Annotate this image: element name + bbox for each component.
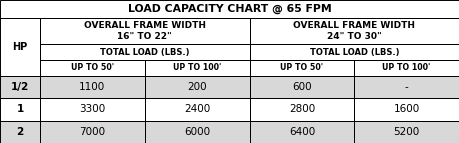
Bar <box>250 76 354 98</box>
Bar <box>250 18 459 44</box>
Bar <box>40 60 145 76</box>
Bar <box>354 76 459 98</box>
Bar <box>354 60 459 76</box>
Bar <box>250 76 354 98</box>
Text: 600: 600 <box>292 82 312 92</box>
Bar <box>250 121 354 143</box>
Text: OVERALL FRAME WIDTH
16" TO 22": OVERALL FRAME WIDTH 16" TO 22" <box>84 21 206 41</box>
Text: 2800: 2800 <box>289 105 315 115</box>
Bar <box>145 60 250 76</box>
Bar <box>0 98 40 121</box>
Bar <box>354 98 459 121</box>
Text: 1: 1 <box>17 105 23 115</box>
Text: OVERALL FRAME WIDTH
24" TO 30": OVERALL FRAME WIDTH 24" TO 30" <box>293 21 415 41</box>
Text: 2: 2 <box>17 127 23 137</box>
Bar <box>0 98 40 121</box>
Bar <box>250 98 354 121</box>
Text: -: - <box>405 82 409 92</box>
Bar <box>40 60 145 76</box>
Text: 3300: 3300 <box>79 105 106 115</box>
Text: 2400: 2400 <box>184 105 210 115</box>
Text: 1/2: 1/2 <box>11 82 29 92</box>
Bar <box>0 76 40 98</box>
Bar <box>0 18 40 76</box>
Bar <box>354 98 459 121</box>
Text: HP: HP <box>12 42 28 52</box>
Text: 200: 200 <box>187 82 207 92</box>
Text: 6400: 6400 <box>289 127 315 137</box>
Text: 1600: 1600 <box>393 105 420 115</box>
Bar <box>40 76 145 98</box>
Text: UP TO 100': UP TO 100' <box>173 63 221 73</box>
Bar <box>0 121 40 143</box>
Bar <box>0 121 40 143</box>
Bar <box>250 44 459 60</box>
Bar <box>40 18 250 44</box>
Bar <box>40 18 250 44</box>
Bar <box>250 60 354 76</box>
Text: TOTAL LOAD (LBS.): TOTAL LOAD (LBS.) <box>309 47 399 56</box>
Bar <box>40 121 145 143</box>
Text: UP TO 100': UP TO 100' <box>382 63 431 73</box>
Bar <box>145 98 250 121</box>
Bar <box>40 98 145 121</box>
Bar <box>40 44 250 60</box>
Text: 7000: 7000 <box>79 127 106 137</box>
Bar <box>145 98 250 121</box>
Bar <box>0 0 459 18</box>
Text: UP TO 50': UP TO 50' <box>280 63 324 73</box>
Text: LOAD CAPACITY CHART @ 65 FPM: LOAD CAPACITY CHART @ 65 FPM <box>128 4 331 14</box>
Bar <box>40 44 250 60</box>
Bar <box>145 76 250 98</box>
Bar <box>250 44 459 60</box>
Bar <box>354 121 459 143</box>
Text: TOTAL LOAD (LBS.): TOTAL LOAD (LBS.) <box>100 47 190 56</box>
Bar <box>145 121 250 143</box>
Bar <box>354 60 459 76</box>
Bar <box>0 18 40 76</box>
Bar <box>145 76 250 98</box>
Text: 5200: 5200 <box>393 127 420 137</box>
Bar <box>40 76 145 98</box>
Bar <box>145 121 250 143</box>
Bar <box>40 98 145 121</box>
Bar <box>0 0 459 18</box>
Text: UP TO 50': UP TO 50' <box>71 63 114 73</box>
Text: 6000: 6000 <box>184 127 210 137</box>
Bar <box>250 98 354 121</box>
Bar <box>354 76 459 98</box>
Bar <box>145 60 250 76</box>
Bar <box>354 121 459 143</box>
Bar <box>250 18 459 44</box>
Bar <box>0 76 40 98</box>
Bar <box>40 121 145 143</box>
Text: 1100: 1100 <box>79 82 106 92</box>
Bar <box>250 60 354 76</box>
Bar <box>250 121 354 143</box>
